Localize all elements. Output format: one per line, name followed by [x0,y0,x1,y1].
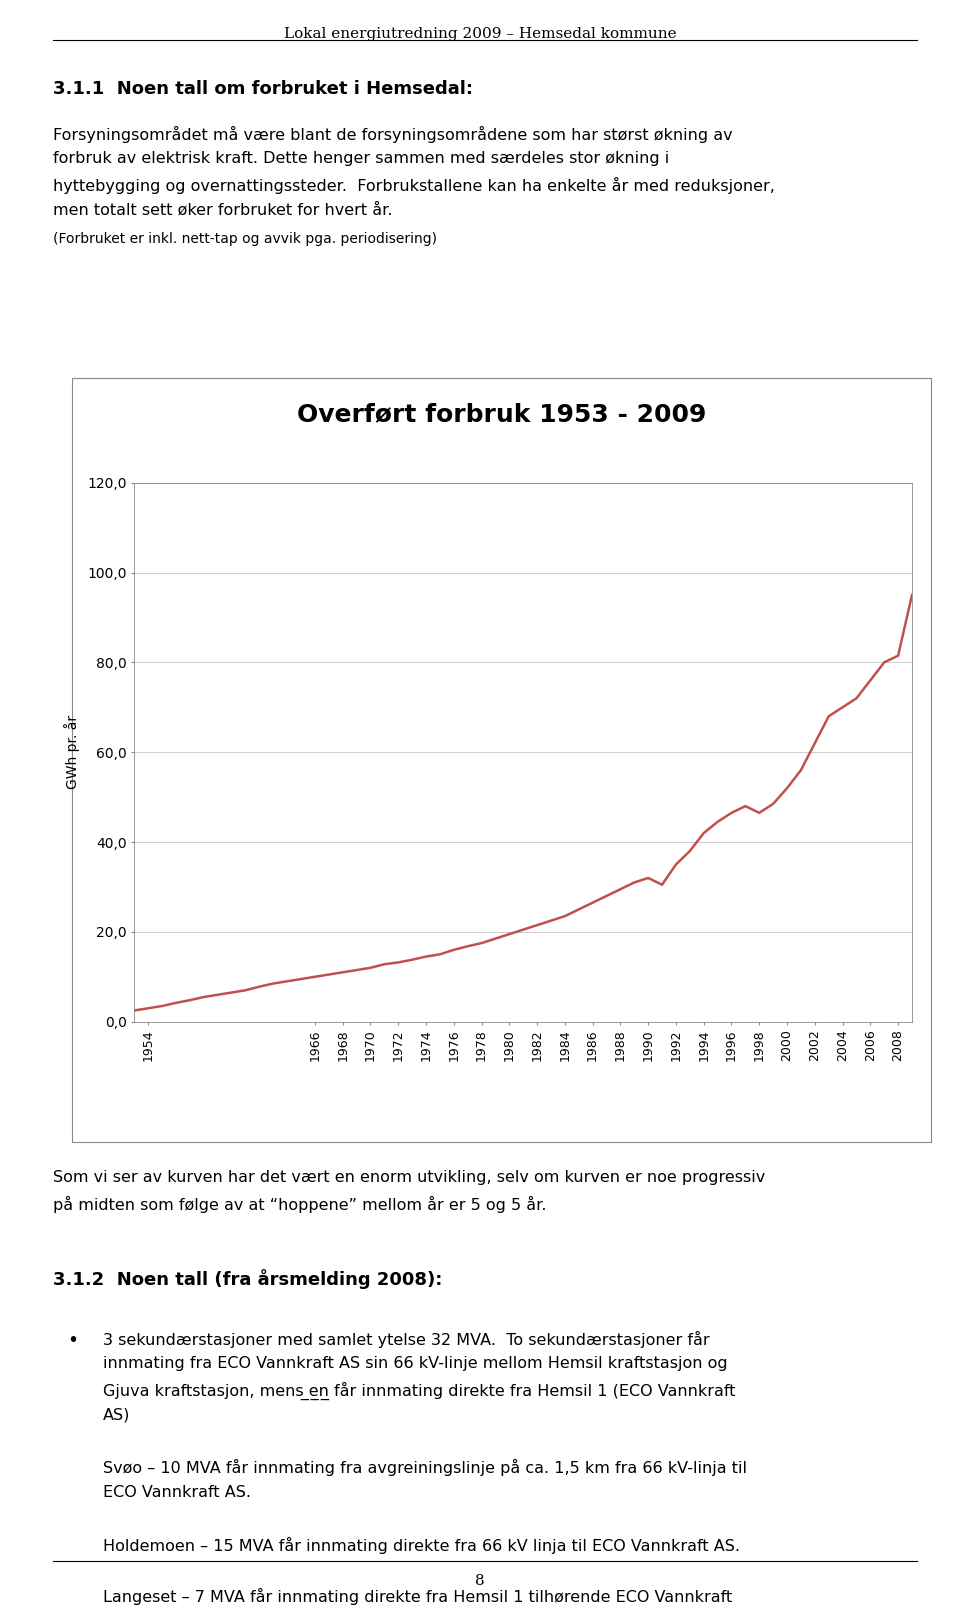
Text: AS): AS) [103,1408,131,1422]
Text: Som vi ser av kurven har det vært en enorm utvikling, selv om kurven er noe prog: Som vi ser av kurven har det vært en eno… [53,1170,765,1184]
Text: på midten som følge av at “hoppene” mellom år er 5 og 5 år.: på midten som følge av at “hoppene” mell… [53,1195,546,1213]
Text: Langeset – 7 MVA får innmating direkte fra Hemsil 1 tilhørende ECO Vannkraft: Langeset – 7 MVA får innmating direkte f… [103,1588,732,1606]
Text: 8: 8 [475,1574,485,1588]
Text: •: • [67,1331,79,1350]
Text: (Forbruket er inkl. nett-tap og avvik pga. periodisering): (Forbruket er inkl. nett-tap og avvik pg… [53,232,437,246]
Text: men totalt sett øker forbruket for hvert år.: men totalt sett øker forbruket for hvert… [53,203,393,217]
Text: forbruk av elektrisk kraft. Dette henger sammen med særdeles stor økning i: forbruk av elektrisk kraft. Dette henger… [53,151,669,166]
Text: Overført forbruk 1953 - 2009: Overført forbruk 1953 - 2009 [297,402,707,426]
Text: hyttebygging og overnattingssteder.  Forbrukstallene kan ha enkelte år med reduk: hyttebygging og overnattingssteder. Forb… [53,177,775,195]
Text: 3.1.2  Noen tall (fra årsmelding 2008):: 3.1.2 Noen tall (fra årsmelding 2008): [53,1270,443,1289]
Text: Forsyningsområdet må være blant de forsyningsområdene som har størst økning av: Forsyningsområdet må være blant de forsy… [53,126,732,143]
Text: Gjuva kraftstasjon, mens ̲e̲n̲ får innmating direkte fra Hemsil 1 (ECO Vannkraft: Gjuva kraftstasjon, mens ̲e̲n̲ får innma… [103,1382,735,1400]
Text: 3 sekundærstasjoner med samlet ytelse 32 MVA.  To sekundærstasjoner får: 3 sekundærstasjoner med samlet ytelse 32… [103,1331,709,1348]
Text: Holdemoen – 15 MVA får innmating direkte fra 66 kV linja til ECO Vannkraft AS.: Holdemoen – 15 MVA får innmating direkte… [103,1537,740,1554]
Text: Svøo – 10 MVA får innmating fra avgreiningslinje på ca. 1,5 km fra 66 kV-linja t: Svøo – 10 MVA får innmating fra avgreini… [103,1459,747,1477]
Text: 3.1.1  Noen tall om forbruket i Hemsedal:: 3.1.1 Noen tall om forbruket i Hemsedal: [53,80,472,98]
Text: Lokal energiutredning 2009 – Hemsedal kommune: Lokal energiutredning 2009 – Hemsedal ko… [284,27,676,42]
Y-axis label: GWh pr. år: GWh pr. år [64,714,81,790]
Text: ECO Vannkraft AS.: ECO Vannkraft AS. [103,1485,251,1500]
Text: innmating fra ECO Vannkraft AS sin 66 kV-linje mellom Hemsil kraftstasjon og: innmating fra ECO Vannkraft AS sin 66 kV… [103,1356,728,1371]
